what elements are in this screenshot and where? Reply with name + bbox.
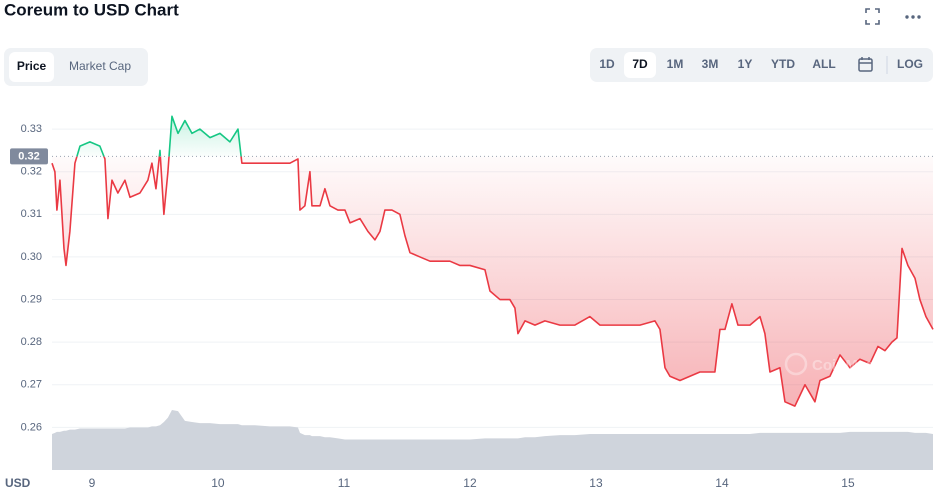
icon-path	[858, 58, 873, 72]
y-tick-label: 0.30	[21, 251, 42, 263]
range-button[interactable]: 1M	[667, 57, 684, 71]
price-area	[52, 116, 933, 407]
tab[interactable]: Price	[17, 59, 47, 73]
fullscreen-icon[interactable]	[865, 8, 880, 25]
reference-label: 0.32	[18, 150, 39, 162]
y-tick-label: 0.32	[21, 166, 42, 178]
price-line	[51, 115, 934, 407]
x-tick-label: 11	[338, 476, 351, 490]
range-active-bg	[624, 52, 656, 78]
x-tick-label: 9	[89, 476, 96, 490]
y-tick-label: 0.27	[21, 379, 42, 391]
tab[interactable]: Market Cap	[69, 59, 131, 73]
watermark-text: CoinMarketCap	[812, 357, 922, 374]
range-button[interactable]: 1D	[599, 57, 615, 71]
range-group	[590, 48, 933, 82]
x-tick-label: 14	[715, 476, 729, 490]
log-button[interactable]: LOG	[897, 57, 923, 71]
icon-path	[859, 57, 872, 64]
icon-path	[865, 8, 880, 25]
range-button[interactable]: 1Y	[738, 57, 753, 71]
range-button[interactable]: 7D	[632, 57, 648, 71]
x-tick-label: 13	[589, 476, 603, 490]
dot	[905, 15, 909, 19]
range-button[interactable]: YTD	[771, 57, 795, 71]
range-button[interactable]: ALL	[812, 57, 835, 71]
dot	[911, 15, 915, 19]
reference-label-bg	[10, 148, 48, 165]
more-icon[interactable]	[905, 15, 921, 19]
y-tick-label: 0.26	[21, 421, 42, 433]
range-button[interactable]: 3M	[702, 57, 719, 71]
y-tick-label: 0.28	[21, 336, 42, 348]
y-tick-label: 0.29	[21, 293, 42, 305]
volume-area	[52, 410, 933, 470]
x-tick-label: 10	[211, 476, 225, 490]
x-tick-label: 15	[841, 476, 855, 490]
dot	[917, 15, 921, 19]
currency-label: USD	[5, 476, 31, 490]
tab-active-bg	[9, 52, 54, 82]
y-tick-label: 0.31	[21, 208, 42, 220]
page-title: Coreum to USD Chart	[4, 0, 179, 19]
x-tick-label: 12	[463, 476, 477, 490]
y-tick-label: 0.33	[21, 123, 42, 135]
watermark: CoinMarketCap	[784, 352, 922, 376]
watermark-logo	[784, 352, 808, 376]
calendar-icon[interactable]	[858, 57, 873, 72]
